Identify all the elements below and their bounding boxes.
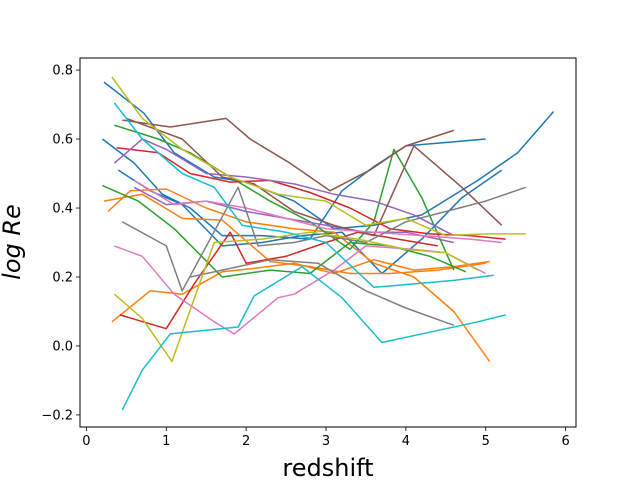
x-tick-label: 6 (561, 434, 569, 449)
y-axis-label: log Re (0, 204, 26, 280)
plot-frame (79, 57, 577, 428)
series-line-13 (122, 117, 455, 192)
series-line-5 (111, 258, 490, 323)
series-line-8 (102, 184, 467, 278)
x-tick-label: 5 (482, 434, 490, 449)
x-tick-label: 2 (242, 434, 250, 449)
series-line-20 (113, 231, 479, 363)
x-tick-label: 4 (402, 434, 410, 449)
y-axis: −0.2 0.0 0.2 0.4 0.6 0.8 (41, 64, 80, 423)
series-line-6 (103, 193, 486, 275)
y-tick-label: 0.2 (52, 270, 73, 285)
x-tick-label: 0 (82, 434, 90, 449)
series-line-21 (121, 265, 506, 411)
y-tick-label: 0.4 (52, 202, 73, 217)
series-layer (101, 76, 555, 411)
y-tick-label: −0.2 (41, 408, 73, 423)
series-line-14 (126, 117, 503, 237)
series-line-18 (190, 258, 455, 327)
series-line-15 (114, 245, 487, 335)
x-axis-label: redshift (282, 454, 373, 480)
x-tick-label: 1 (162, 434, 170, 449)
series-line-22 (113, 102, 494, 289)
y-tick-label: 0.8 (52, 64, 73, 79)
series-line-16 (133, 179, 502, 244)
series-line-4 (107, 188, 491, 362)
series-line-19 (111, 76, 526, 237)
y-tick-label: 0.6 (52, 133, 73, 148)
x-tick-label: 3 (322, 434, 330, 449)
y-tick-label: 0.0 (52, 339, 73, 354)
series-line-1 (103, 81, 555, 230)
x-axis: 0 1 2 3 4 5 6 (82, 427, 570, 449)
series-line-11 (113, 138, 455, 237)
